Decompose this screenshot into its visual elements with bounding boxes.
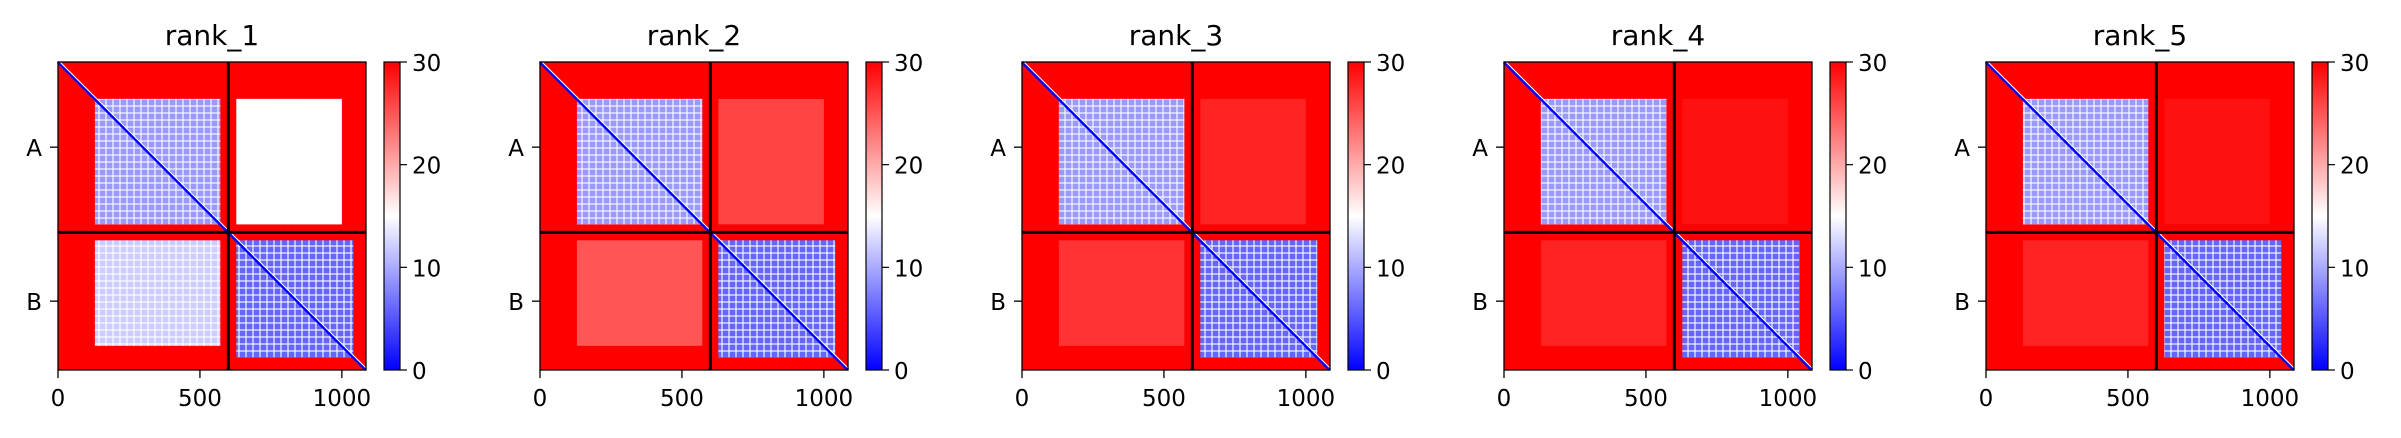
- heatmap-panel: rank_1 A B 0 500 1000 0 10 20 30: [26, 19, 441, 412]
- heatmap-diagonal: [1502, 60, 1814, 372]
- x-tick-label: 500: [660, 386, 704, 412]
- y-tick-label: B: [990, 290, 1006, 316]
- colorbar: [1829, 61, 1847, 371]
- colorbar-tick-label: 10: [894, 256, 923, 282]
- x-tick-label: 1000: [1277, 386, 1336, 412]
- heatmap-diagonal-highlight: [59, 61, 367, 369]
- colorbar-tick-label: 20: [894, 154, 923, 180]
- y-tick-label: A: [26, 136, 42, 162]
- colorbar-tick-label: 0: [412, 359, 427, 385]
- colorbar-tick-label: 0: [1376, 359, 1391, 385]
- y-tick-label: A: [1472, 136, 1488, 162]
- heatmap-block-a-b: [1682, 98, 1788, 225]
- y-tick-label: A: [508, 136, 524, 162]
- x-tick-label: 1000: [313, 386, 372, 412]
- x-tick-label: 0: [533, 386, 548, 412]
- heatmap-frame: [1021, 61, 1331, 371]
- y-tick-label: B: [508, 290, 524, 316]
- y-tick-label: B: [1472, 290, 1488, 316]
- heatmap-diagonal-highlight: [1023, 61, 1331, 369]
- x-tick-label: 1000: [2241, 386, 2300, 412]
- colorbar-tick-label: 20: [2340, 154, 2369, 180]
- colorbar-tick-label: 0: [1858, 359, 1873, 385]
- colorbar-tick-label: 30: [412, 51, 441, 77]
- heatmap-block-b-a: [576, 240, 703, 346]
- heatmap-diagonal: [56, 60, 368, 372]
- colorbar-tick-label: 30: [1376, 51, 1405, 77]
- colorbar-tick-label: 10: [412, 256, 441, 282]
- heatmap-block-texture: [94, 240, 221, 346]
- colorbar-tick-label: 20: [1858, 154, 1887, 180]
- heatmap-diagonal: [1020, 60, 1332, 372]
- colorbar-tick-label: 30: [894, 51, 923, 77]
- heatmap-frame: [539, 61, 849, 371]
- heatmap-frame: [1503, 61, 1813, 371]
- colorbar-tick-label: 30: [1858, 51, 1887, 77]
- heatmap-block-texture: [236, 98, 342, 225]
- heatmap-block-a-b: [2164, 98, 2270, 225]
- heatmap-block-b-a: [2022, 240, 2149, 346]
- heatmap-diagonal-highlight: [1505, 61, 1813, 369]
- panel-title: rank_3: [1129, 19, 1223, 52]
- heatmap-block-b-a: [1058, 240, 1185, 346]
- x-tick-label: 0: [1497, 386, 1512, 412]
- colorbar-tick-label: 0: [894, 359, 909, 385]
- y-tick-label: A: [990, 136, 1006, 162]
- heatmap-block-b-a: [1540, 240, 1667, 346]
- colorbar-tick-label: 30: [2340, 51, 2369, 77]
- colorbar-tick-label: 0: [2340, 359, 2355, 385]
- heatmap-panel: rank_5 A B 0 500 1000 0 10 20 30: [1954, 19, 2369, 412]
- colorbar: [1347, 61, 1365, 371]
- panel-title: rank_1: [165, 19, 259, 52]
- colorbar-tick-label: 20: [1376, 154, 1405, 180]
- y-tick-label: B: [26, 290, 42, 316]
- heatmap-block-a-b: [1200, 98, 1306, 225]
- panel-title: rank_5: [2093, 19, 2187, 52]
- x-tick-label: 0: [1015, 386, 1030, 412]
- heatmap-frame: [57, 61, 367, 371]
- x-tick-label: 0: [1979, 386, 1994, 412]
- colorbar-tick-label: 10: [2340, 256, 2369, 282]
- x-tick-label: 1000: [1759, 386, 1818, 412]
- heatmap-diagonal-highlight: [541, 61, 849, 369]
- heatmap-panel: rank_3 A B 0 500 1000 0 10 20 30: [990, 19, 1405, 412]
- heatmap-block-a-b: [718, 98, 824, 225]
- colorbar-tick-label: 10: [1376, 256, 1405, 282]
- heatmap-panel: rank_4 A B 0 500 1000 0 10 20 30: [1472, 19, 1887, 412]
- y-tick-label: B: [1954, 290, 1970, 316]
- panel-title: rank_4: [1611, 19, 1705, 52]
- heatmap-frame: [1985, 61, 2295, 371]
- colorbar-tick-label: 10: [1858, 256, 1887, 282]
- x-tick-label: 500: [178, 386, 222, 412]
- heatmap-diagonal: [1984, 60, 2296, 372]
- x-tick-label: 500: [1624, 386, 1668, 412]
- colorbar: [865, 61, 883, 371]
- colorbar-tick-label: 20: [412, 154, 441, 180]
- y-tick-label: A: [1954, 136, 1970, 162]
- panel-title: rank_2: [647, 19, 741, 52]
- heatmap-diagonal: [538, 60, 850, 372]
- heatmap-panel: rank_2 A B 0 500 1000 0 10 20 30: [508, 19, 923, 412]
- x-tick-label: 0: [51, 386, 66, 412]
- colorbar: [2311, 61, 2329, 371]
- x-tick-label: 500: [1142, 386, 1186, 412]
- x-tick-label: 1000: [795, 386, 854, 412]
- x-tick-label: 500: [2106, 386, 2150, 412]
- heatmap-diagonal-highlight: [1987, 61, 2295, 369]
- colorbar: [383, 61, 401, 371]
